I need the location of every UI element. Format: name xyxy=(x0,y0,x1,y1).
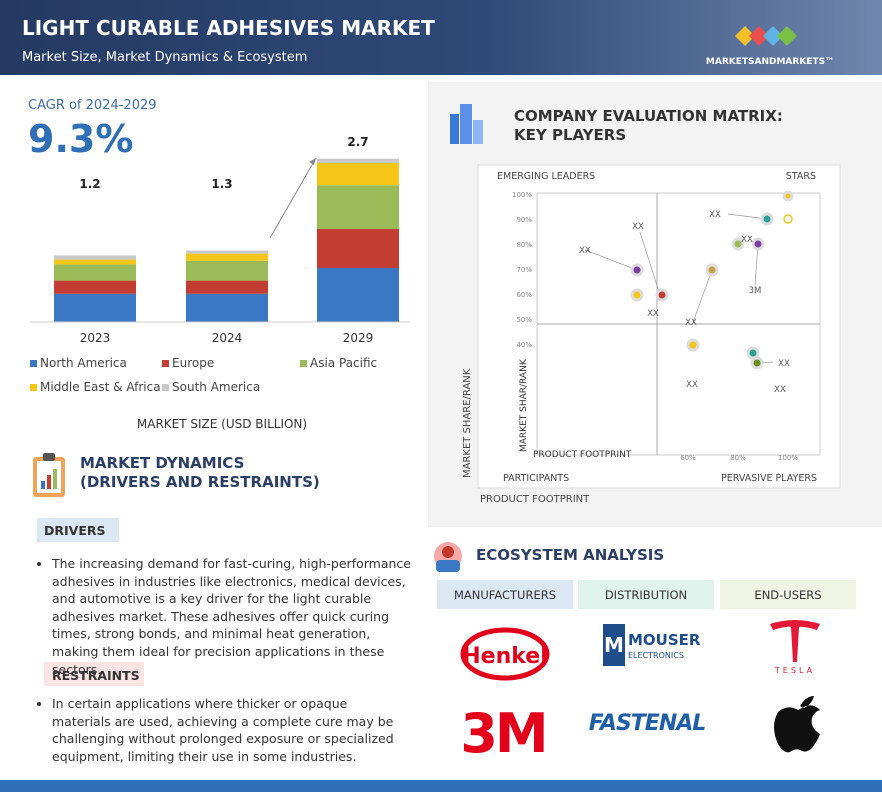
logo-mouser-sub: ELECTRONICS xyxy=(628,651,684,660)
quadrant-label: STARS xyxy=(786,171,816,182)
inner-y-label: MARKET SHAR/RANK xyxy=(519,358,529,452)
quadrant-label: PARTICIPANTS xyxy=(503,473,569,484)
y-tick-label: 100% xyxy=(512,191,532,199)
bar-segment xyxy=(186,293,268,322)
bar-segment xyxy=(317,158,399,163)
legend-swatch xyxy=(30,360,37,367)
quadrant-label: PERVASIVE PLAYERS xyxy=(721,473,817,484)
matrix-title: KEY PLAYERS xyxy=(514,126,626,144)
x-tick-label: 60% xyxy=(680,454,696,462)
x-tick-label: 80% xyxy=(730,454,746,462)
legend-label: Europe xyxy=(172,356,214,370)
y-tick-label: 80% xyxy=(516,241,532,249)
x-axis-label: PRODUCT FOOTPRINT xyxy=(480,494,590,505)
bar-segment xyxy=(54,293,136,322)
total-label: 1.3 xyxy=(211,177,232,191)
matrix-title: COMPANY EVALUATION MATRIX: xyxy=(514,107,783,125)
bar-segment xyxy=(186,253,268,261)
point-label: XX xyxy=(647,309,659,319)
bar-segment xyxy=(186,250,268,254)
quadrant-label: EMERGING LEADERS xyxy=(497,171,595,182)
x-tick-label: 2023 xyxy=(80,331,111,345)
bar-segment xyxy=(54,255,136,260)
legend-label: North America xyxy=(40,356,127,370)
point-label: 3M xyxy=(749,286,762,296)
x-axis-title: MARKET SIZE (USD BILLION) xyxy=(137,417,307,431)
restraints-text: In certain applications where thicker or… xyxy=(52,696,394,764)
legend-swatch xyxy=(30,384,37,391)
legend-swatch xyxy=(300,360,307,367)
bar-segment xyxy=(54,264,136,281)
bar-segment xyxy=(317,229,399,268)
total-label: 2.7 xyxy=(347,135,368,149)
bar-segment xyxy=(317,268,399,322)
drivers-heading: DRIVERS xyxy=(44,523,106,538)
legend-label: Middle East & Africa xyxy=(40,380,161,394)
ecosystem-title: ECOSYSTEM ANALYSIS xyxy=(476,546,664,564)
legend-swatch xyxy=(162,360,169,367)
drivers-text: The increasing demand for fast-curing, h… xyxy=(52,556,411,677)
logo-henkel: Henkel xyxy=(462,644,548,669)
point-label: XX xyxy=(685,318,697,328)
restraints-heading: RESTRAINTS xyxy=(52,668,140,683)
bar-segment xyxy=(54,259,136,265)
legend-swatch xyxy=(162,384,169,391)
bar-segment xyxy=(186,260,268,281)
y-axis-label: MARKET SHARE/RANK xyxy=(462,368,473,478)
point-label: XX xyxy=(632,222,644,232)
point-label: XX xyxy=(741,235,753,245)
x-tick-label: 100% xyxy=(778,454,798,462)
svg-text:M: M xyxy=(604,633,624,657)
subtitle: Market Size, Market Dynamics & Ecosystem xyxy=(22,50,307,65)
y-tick-label: 40% xyxy=(516,341,532,349)
bar-segment xyxy=(317,163,399,186)
y-tick-label: 50% xyxy=(516,316,532,324)
point-label: XX xyxy=(774,385,786,395)
logo-3m: 3M xyxy=(460,702,545,765)
logo-fastenal: FASTENAL xyxy=(589,711,706,736)
market-size-chart: MARKET SIZE (USD BILLION) 1.2 2023 1.3 2024… xyxy=(30,135,410,431)
cagr-value: 9.3% xyxy=(28,117,133,161)
total-label: 1.2 xyxy=(79,177,100,191)
bar-segment xyxy=(317,185,399,229)
bar-segment xyxy=(54,280,136,294)
point-label: XX xyxy=(579,246,591,256)
brand: MARKETSANDMARKETS™ xyxy=(706,57,834,67)
ecosystem-heading: DISTRIBUTION xyxy=(605,588,687,602)
bar-segment xyxy=(186,280,268,294)
point-label: XX xyxy=(709,210,721,220)
legend-label: South America xyxy=(172,380,260,394)
x-tick-label: 2029 xyxy=(343,331,374,345)
y-tick-label: 90% xyxy=(516,216,532,224)
ecosystem-heading: MANUFACTURERS xyxy=(454,588,556,602)
point-label: XX xyxy=(778,359,790,369)
title: LIGHT CURABLE ADHESIVES MARKET xyxy=(22,16,435,40)
dynamics-title: (DRIVERS AND RESTRAINTS) xyxy=(80,473,320,491)
cagr-label: CAGR of 2024-2029 xyxy=(28,98,157,113)
y-tick-label: 60% xyxy=(516,291,532,299)
point-label: XX xyxy=(686,380,698,390)
legend-label: Asia Pacific xyxy=(310,356,377,370)
logo-mouser: MOUSER xyxy=(628,631,701,649)
y-tick-label: 70% xyxy=(516,266,532,274)
dynamics-title: MARKET DYNAMICS xyxy=(80,454,244,472)
inner-x-label: PRODUCT FOOTPRINT xyxy=(533,450,632,460)
x-tick-label: 2024 xyxy=(212,331,243,345)
ecosystem-heading: END-USERS xyxy=(754,588,821,602)
logo-tesla: TESLA xyxy=(774,666,815,675)
